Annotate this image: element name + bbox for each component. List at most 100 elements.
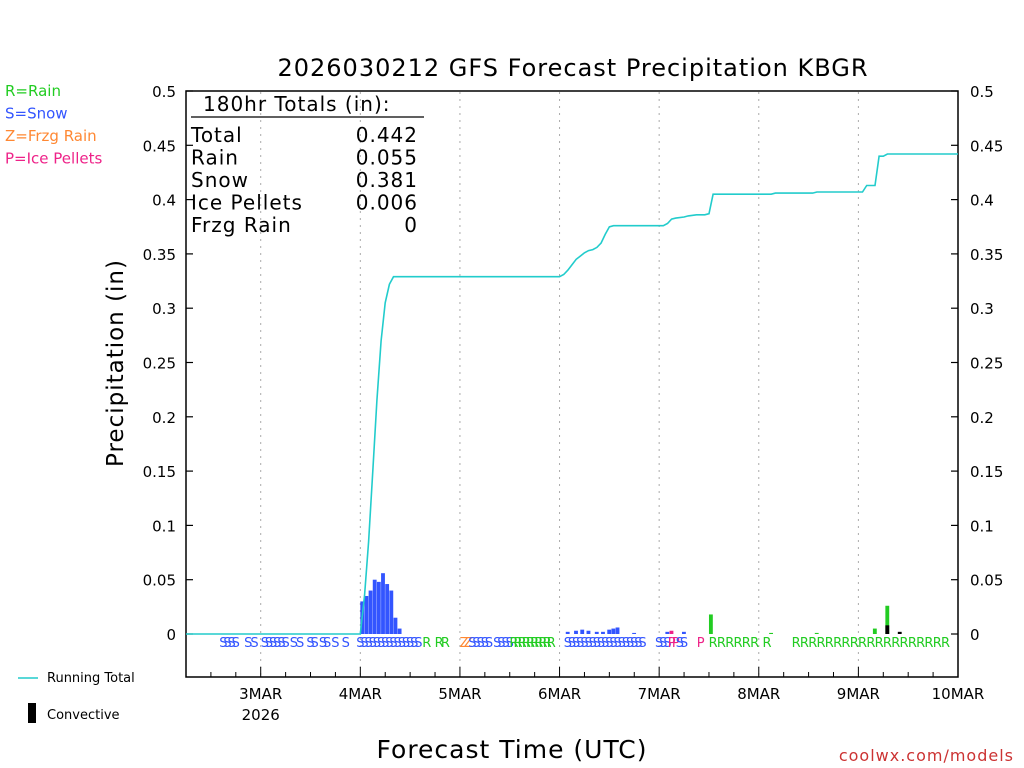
precip-type-letter: S xyxy=(614,636,622,651)
precip-type-letter: S xyxy=(277,636,285,651)
precip-type-letter: Z xyxy=(464,636,473,651)
precip-type-letter: R xyxy=(509,636,518,651)
y-tick-label-right: 0.5 xyxy=(970,83,994,101)
precip-type-letter: Z xyxy=(460,636,469,651)
precip-type-letter: R xyxy=(883,636,892,651)
precip-type-letter: R xyxy=(908,636,917,651)
precip-type-letter: S xyxy=(618,636,626,651)
x-tick-label: 9MAR xyxy=(837,685,880,703)
precip-bar xyxy=(381,573,385,634)
totals-row-label: Snow xyxy=(191,168,249,192)
precip-type-letter: S xyxy=(410,636,418,651)
precip-type-letter: S xyxy=(622,636,630,651)
precip-type-letter: S xyxy=(269,636,277,651)
precip-type-letter: S xyxy=(497,636,505,651)
precip-type-letter: S xyxy=(485,636,493,651)
precip-type-letter: S xyxy=(394,636,402,651)
precip-type-letter: S xyxy=(250,636,258,651)
y-tick-label-right: 0.15 xyxy=(970,463,1003,481)
precip-type-letter: R xyxy=(733,636,742,651)
totals-row-value: 0.055 xyxy=(356,146,418,170)
y-tick-label-right: 0.4 xyxy=(970,192,994,210)
precip-type-letter: S xyxy=(572,636,580,651)
y-tick-label-left: 0.2 xyxy=(152,409,176,427)
credit-text: coolwx.com/models xyxy=(839,746,1014,765)
precip-bar xyxy=(601,631,605,634)
y-tick-label-left: 0.35 xyxy=(143,246,176,264)
precip-type-letter: R xyxy=(709,636,718,651)
precip-type-letter: S xyxy=(373,636,381,651)
type-legend-item: P=Ice Pellets xyxy=(5,150,102,168)
precip-type-letter: S xyxy=(481,636,489,651)
precip-type-letter: R xyxy=(435,636,444,651)
precip-bar xyxy=(385,584,390,634)
precip-type-letter: R xyxy=(850,636,859,651)
y-tick-label-left: 0.25 xyxy=(143,355,176,373)
x-tick-sublabel: 2026 xyxy=(242,706,280,724)
precip-type-letter: S xyxy=(223,636,231,651)
precip-type-letter: S xyxy=(605,636,613,651)
precip-bar xyxy=(376,581,381,634)
precip-type-letter: S xyxy=(493,636,501,651)
totals-box: 180hr Totals (in): Total 0.442 Rain 0.055 Sn… xyxy=(190,92,424,237)
precip-type-letter: S xyxy=(273,636,281,651)
x-tick-label: 3MAR xyxy=(239,685,282,703)
precip-type-letter: S xyxy=(626,636,634,651)
vertical-gridlines xyxy=(260,92,859,676)
convective-legend-swatch xyxy=(28,703,36,723)
precip-type-letter: R xyxy=(522,636,531,651)
precip-type-letter: S xyxy=(377,636,385,651)
y-tick-label-right: 0.05 xyxy=(970,572,1003,590)
convective-legend: Convective xyxy=(28,703,120,723)
precip-bar xyxy=(397,628,402,634)
convective-bar xyxy=(897,631,902,634)
precip-type-letter: S xyxy=(580,636,588,651)
precip-type-letter: S xyxy=(323,636,331,651)
precip-type-legend: R=Rain S=Snow Z=Frzg Rain P=Ice Pellets xyxy=(5,82,102,168)
precip-type-letter: R xyxy=(866,636,875,651)
precip-type-letter: S xyxy=(676,636,684,651)
precip-type-letter: S xyxy=(364,636,372,651)
precip-type-letter: P xyxy=(668,636,676,651)
x-axis-ticks: 3MAR 2026 4MAR 5MAR 6MAR 7MAR 8MAR 9MAR 10MAR xyxy=(210,667,984,724)
precip-type-letter: R xyxy=(941,636,950,651)
y-tick-label-left: 0.15 xyxy=(143,463,176,481)
totals-row-value: 0.442 xyxy=(356,123,418,147)
y-tick-label-left: 0.4 xyxy=(152,192,176,210)
running-total-legend: Running Total xyxy=(18,671,135,686)
type-legend-item: Z=Frzg Rain xyxy=(5,127,97,145)
precip-type-letter: R xyxy=(547,636,556,651)
precip-bar xyxy=(632,632,637,634)
precip-type-letter: R xyxy=(538,636,547,651)
precip-type-letter: R xyxy=(763,636,772,651)
precip-type-letter: S xyxy=(306,636,314,651)
precip-type-letter: S xyxy=(385,636,393,651)
precip-type-letter: S xyxy=(576,636,584,651)
x-tick-label: 6MAR xyxy=(538,685,581,703)
precip-type-letter: R xyxy=(750,636,759,651)
precip-type-letter: S xyxy=(506,636,514,651)
precip-type-letter: R xyxy=(933,636,942,651)
precip-type-letter: S xyxy=(630,636,638,651)
precip-type-letter: R xyxy=(725,636,734,651)
convective-bar xyxy=(885,625,890,634)
precip-type-letter: S xyxy=(593,636,601,651)
precip-type-letter: R xyxy=(441,636,450,651)
precip-type-letter: S xyxy=(568,636,576,651)
precip-bar xyxy=(565,631,570,634)
precip-type-letter: S xyxy=(659,636,667,651)
y-tick-label-right: 0.1 xyxy=(970,517,994,535)
precip-type-letter: S xyxy=(228,636,236,651)
precip-type-letter: R xyxy=(875,636,884,651)
y-tick-label-right: 0.25 xyxy=(970,355,1003,373)
precip-type-letter: S xyxy=(564,636,572,651)
precip-type-letter: S xyxy=(261,636,269,651)
precip-type-letter: R xyxy=(900,636,909,651)
y-axis-title: Precipitation (in) xyxy=(103,259,129,467)
type-legend-item: S=Snow xyxy=(5,105,68,123)
precip-bar xyxy=(368,590,373,634)
precip-bar xyxy=(389,590,394,634)
totals-row-label: Frzg Rain xyxy=(191,213,292,237)
y-tick-label-left: 0.5 xyxy=(152,83,176,101)
precip-type-letter: R xyxy=(841,636,850,651)
